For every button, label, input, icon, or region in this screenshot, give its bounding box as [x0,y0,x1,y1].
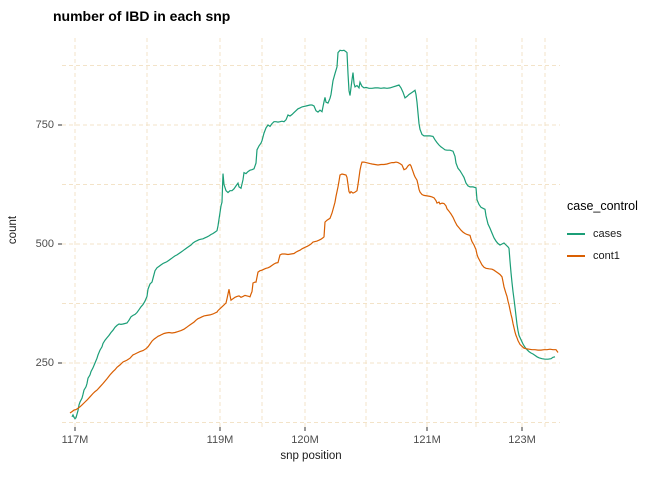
x-tick-label: 123M [508,434,536,446]
y-tick-label: 750 [35,119,54,131]
x-axis-title: snp position [280,450,342,462]
x-tick-label: 117M [61,434,89,446]
y-axis-title: count [7,215,19,245]
x-tick-label: 121M [413,434,441,446]
x-tick-label: 120M [291,434,319,446]
y-tick-label: 250 [35,357,54,369]
legend-key-line [567,233,585,235]
chart-title: number of IBD in each snp [53,8,231,24]
legend: case_control cases cont1 [567,199,638,267]
x-tick-label: 119M [206,434,234,446]
legend-item-cases: cases [567,223,638,245]
series-line-cont1 [69,161,559,414]
legend-label: cont1 [593,250,620,262]
legend-title: case_control [567,199,638,213]
legend-key-line [567,255,585,257]
series-line-cases [71,49,556,420]
legend-item-cont1: cont1 [567,245,638,267]
legend-label: cases [593,228,622,240]
y-tick-label: 500 [35,238,54,250]
